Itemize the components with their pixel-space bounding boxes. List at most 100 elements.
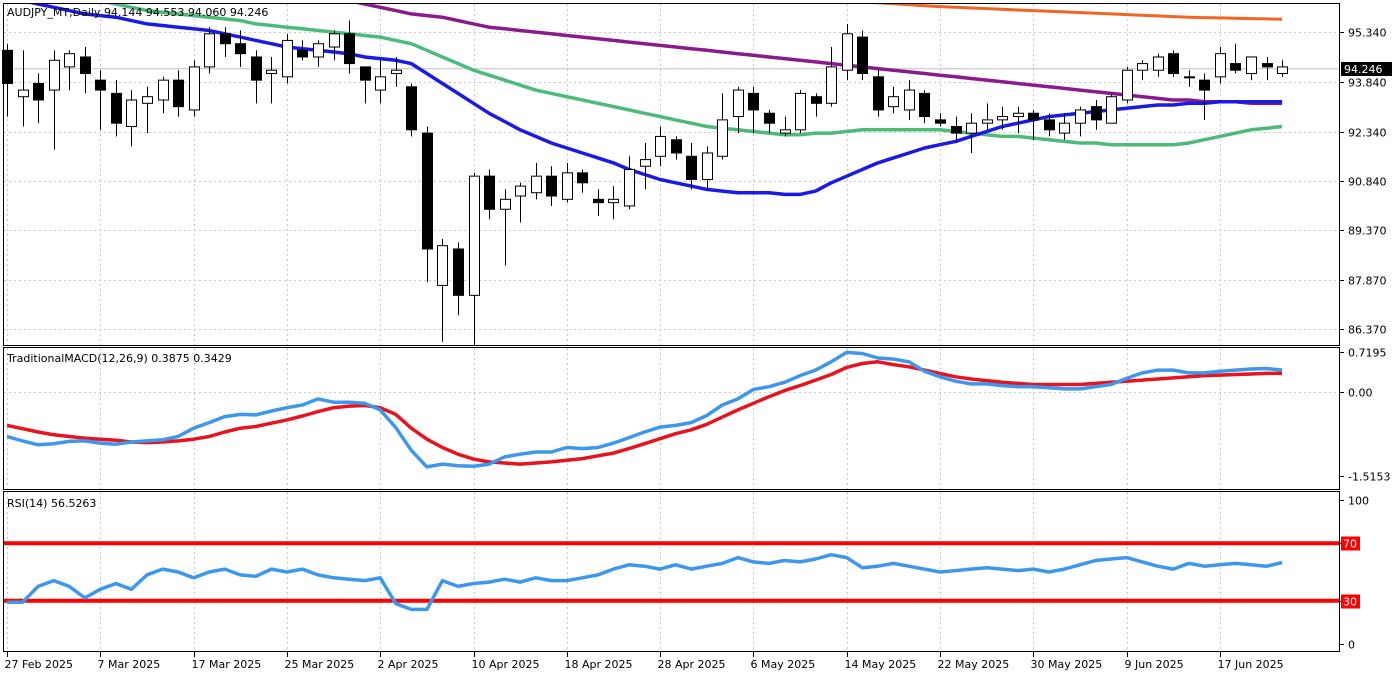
- candle: [251, 50, 262, 104]
- candle-body-bull: [640, 159, 651, 167]
- candle: [469, 172, 480, 345]
- time-tick-label: 25 Mar 2025: [285, 658, 355, 671]
- candle-body-bull: [733, 89, 744, 118]
- candle: [297, 40, 308, 61]
- time-tick-label: 30 May 2025: [1031, 658, 1103, 671]
- candle: [266, 56, 277, 104]
- price-tick-label: 95.340: [1348, 27, 1387, 40]
- candle-body-bull: [826, 66, 837, 104]
- candle: [33, 73, 44, 124]
- candle-body-bear: [935, 119, 946, 124]
- candle: [826, 47, 837, 107]
- candle-body-bull: [904, 89, 915, 111]
- last-price-label: 94.246: [1344, 63, 1383, 76]
- candle-body-bull: [49, 59, 60, 91]
- candle: [375, 60, 386, 104]
- candle: [406, 83, 417, 137]
- candle-body-bull: [795, 92, 806, 131]
- price-tick-label: 87.870: [1348, 275, 1387, 288]
- rsi-label: RSI(14) 56.5263: [7, 497, 96, 510]
- candle-body-bull: [500, 198, 511, 210]
- time-tick-label: 27 Feb 2025: [5, 658, 73, 671]
- candle: [904, 80, 915, 120]
- macd-axis: 0.7195 0.00 -1.5153: [1339, 347, 1390, 484]
- candle: [1168, 50, 1179, 77]
- candle-body-bear: [297, 49, 308, 58]
- candle-body-bear: [1199, 79, 1210, 91]
- candle: [671, 136, 682, 160]
- candle-body-bear: [95, 79, 106, 91]
- candle: [111, 80, 122, 137]
- candle: [282, 33, 293, 84]
- candle: [982, 103, 993, 130]
- candle-body-bull: [437, 245, 448, 286]
- candle-body-bear: [406, 86, 417, 131]
- macd-signal-line: [6, 360, 1283, 466]
- candle-body-bear: [80, 56, 91, 75]
- candle: [1230, 43, 1241, 74]
- candle-body-bull: [1246, 56, 1257, 75]
- macd-tick-label: -1.5153: [1348, 471, 1390, 484]
- candle-body-bear: [546, 175, 557, 197]
- candle: [1262, 56, 1273, 81]
- candle: [577, 169, 588, 193]
- candle-body-bull: [1153, 56, 1164, 71]
- candle-body-bull: [18, 89, 29, 98]
- time-tick-label: 9 Jun 2025: [1125, 658, 1184, 671]
- candle-body-bull: [1277, 66, 1288, 75]
- candle-body-bear: [951, 125, 962, 134]
- candle: [1106, 93, 1117, 124]
- candle: [717, 93, 728, 160]
- time-tick-label: 10 Apr 2025: [472, 658, 540, 671]
- time-tick-label: 6 May 2025: [751, 658, 816, 671]
- candle: [1091, 100, 1102, 130]
- rsi-levels: [4, 541, 1339, 603]
- candle: [344, 20, 355, 74]
- candle: [1184, 70, 1195, 87]
- candle: [1028, 109, 1039, 140]
- candle: [422, 126, 433, 283]
- rsi-tick-label: 0: [1348, 639, 1355, 652]
- candle: [546, 166, 557, 206]
- last-price-tag: 94.246: [1341, 62, 1392, 76]
- candle-body-bear: [1230, 63, 1241, 71]
- candle-body-bull: [842, 33, 853, 71]
- candle: [453, 242, 464, 316]
- candle-body-bear: [764, 112, 775, 124]
- candle: [1199, 73, 1210, 120]
- candle-body-bull: [64, 53, 75, 68]
- candle: [640, 143, 651, 190]
- candle: [1044, 113, 1055, 137]
- candle-body-bull: [1075, 109, 1086, 124]
- candle-body-bull: [531, 175, 542, 194]
- candle-body-bear: [686, 155, 697, 180]
- candle: [873, 70, 884, 117]
- candle: [857, 30, 868, 81]
- candle-body-bear: [422, 132, 433, 250]
- macd-label: TraditionalMACD(12,26,9) 0.3875 0.3429: [6, 352, 232, 365]
- candle: [842, 23, 853, 81]
- candle-body-bull: [982, 119, 993, 124]
- candle-body-bear: [811, 96, 822, 104]
- candle-body-bear: [360, 66, 371, 81]
- candle: [204, 27, 215, 74]
- candle: [173, 70, 184, 117]
- candle: [80, 47, 91, 94]
- candle: [764, 109, 775, 134]
- candle-body-bear: [857, 36, 868, 75]
- candle: [1153, 53, 1164, 77]
- macd-lines: [6, 350, 1283, 469]
- moving-averages: [29, 4, 1283, 197]
- candle-body-bull: [515, 185, 526, 197]
- candle-body-bull: [266, 69, 277, 75]
- candle: [1013, 106, 1024, 134]
- rsi-tick-label: 100: [1348, 495, 1369, 508]
- candle-body-bull: [997, 116, 1008, 121]
- candle: [1137, 60, 1148, 81]
- candle: [966, 113, 977, 153]
- candle: [1246, 56, 1257, 81]
- rsi-axis: 100 70 30 0: [1339, 495, 1369, 652]
- candle-body-bull: [329, 33, 340, 48]
- candle-body-bear: [220, 33, 231, 45]
